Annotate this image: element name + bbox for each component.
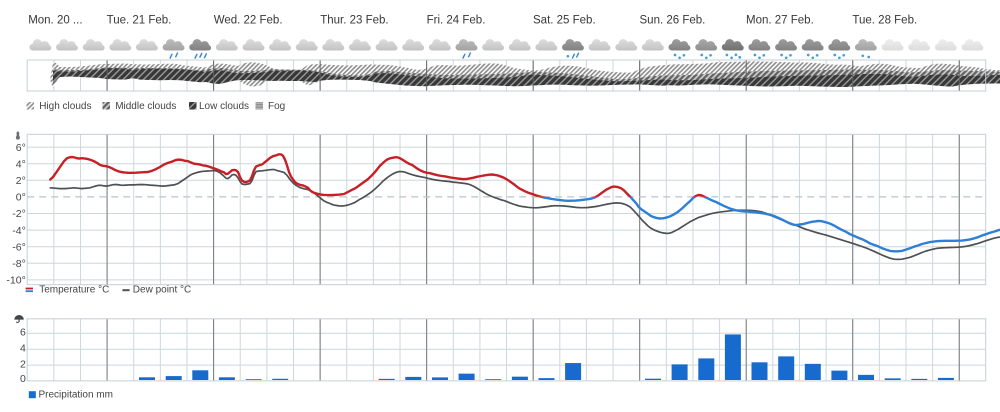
svg-text:Temperature °C: Temperature °C <box>39 285 109 296</box>
svg-text:Wed. 22 Feb.: Wed. 22 Feb. <box>214 14 283 26</box>
svg-text:High clouds: High clouds <box>39 101 91 112</box>
svg-text:Tue. 28 Feb.: Tue. 28 Feb. <box>852 14 917 26</box>
svg-text:Thur. 23 Feb.: Thur. 23 Feb. <box>320 14 388 26</box>
svg-text:0: 0 <box>20 373 26 385</box>
svg-text:-10°: -10° <box>6 275 25 287</box>
svg-text:4°: 4° <box>16 158 26 170</box>
svg-text:Low clouds: Low clouds <box>199 101 249 112</box>
svg-text:Dew point °C: Dew point °C <box>133 285 191 296</box>
svg-text:Mon. 20 ...: Mon. 20 ... <box>28 14 82 26</box>
svg-text:-4°: -4° <box>12 225 26 237</box>
svg-text:6: 6 <box>20 327 26 339</box>
svg-text:Middle clouds: Middle clouds <box>115 101 176 112</box>
svg-text:Sun. 26 Feb.: Sun. 26 Feb. <box>640 14 706 26</box>
svg-text:0°: 0° <box>16 192 26 204</box>
svg-text:-8°: -8° <box>12 258 26 270</box>
svg-text:Sat. 25 Feb.: Sat. 25 Feb. <box>533 14 596 26</box>
svg-text:Tue. 21 Feb.: Tue. 21 Feb. <box>107 14 172 26</box>
svg-text:-6°: -6° <box>12 241 26 253</box>
svg-text:Fri. 24 Feb.: Fri. 24 Feb. <box>427 14 486 26</box>
svg-text:Mon. 27 Feb.: Mon. 27 Feb. <box>746 14 814 26</box>
svg-text:2°: 2° <box>16 175 26 187</box>
svg-text:Fog: Fog <box>268 101 285 112</box>
svg-text:4: 4 <box>20 342 26 354</box>
svg-text:-2°: -2° <box>12 208 26 220</box>
svg-text:6°: 6° <box>16 142 26 154</box>
svg-text:2: 2 <box>20 358 26 370</box>
svg-text:Precipitation mm: Precipitation mm <box>39 390 113 401</box>
